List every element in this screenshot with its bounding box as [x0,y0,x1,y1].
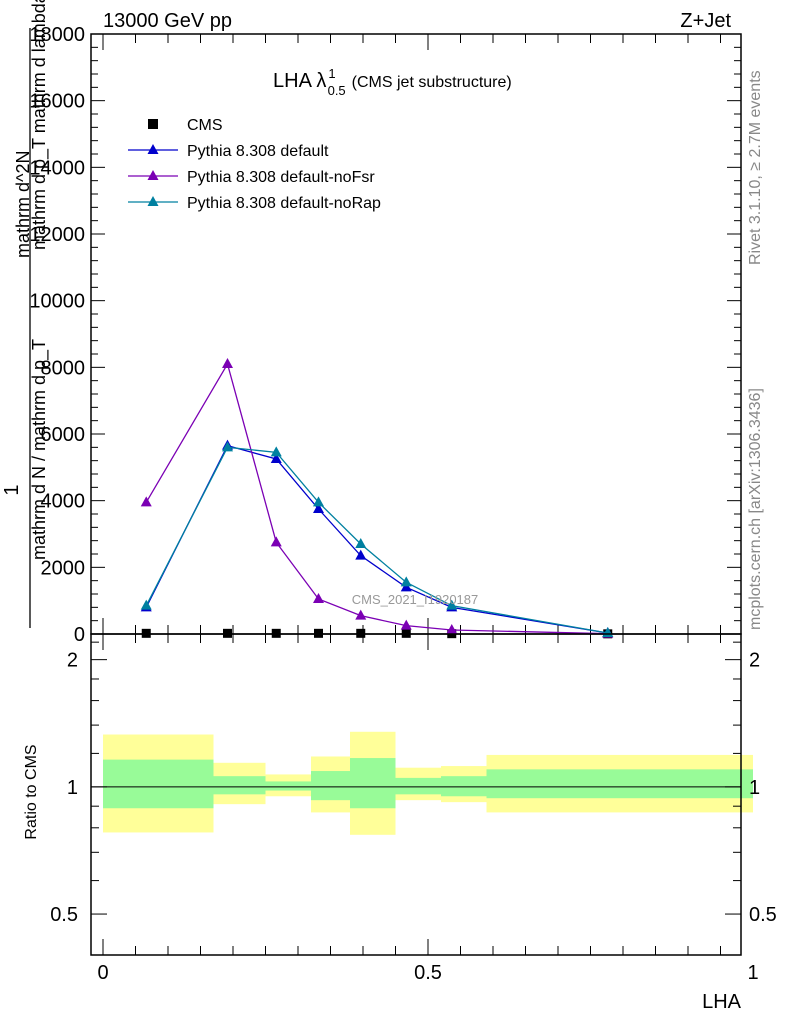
main-ytick-label: 12000 [29,224,85,246]
series-point-3 [355,538,367,548]
series-point-2 [446,624,458,634]
plot-header: 13000 GeV pp Z+Jet [103,10,731,32]
ratio-ytick-label-right: 1 [749,777,760,799]
main-ytick-label: 8000 [41,357,86,379]
series-line-2 [145,362,608,635]
legend-marker-1 [147,144,159,154]
series-point-2 [313,593,324,603]
series-point-2 [140,496,152,507]
chart-title: LHA λ 1 0.5 (CMS jet substructure) [273,66,512,98]
series-point-1 [270,453,282,463]
ratio-xtick-label: 0.5 [414,962,442,984]
ratio-ytick-label: 0.5 [50,904,78,926]
series-point-2 [222,358,233,368]
analysis-watermark: CMS_2021_I1920187 [352,592,479,607]
series-point-3 [313,496,324,507]
ratio-band-inner-5 [395,777,441,795]
legend-label-1: Pythia 8.308 default [187,143,329,160]
series-point-3 [446,599,458,610]
series-point-2 [400,619,412,630]
legend-label-0: CMS [187,117,223,134]
ratio-ytick-label-right: 0.5 [749,904,777,926]
ratio-ytick-label: 1 [67,777,78,799]
ylabel-denominator: mathrm d N / mathrm d p_T [29,339,50,560]
legend-label-3: Pythia 8.308 default-noRap [187,195,381,212]
ylabel-numerator: mathrm d^2N [13,151,33,258]
series-line-3 [145,446,608,634]
legend-marker-cms [148,119,158,129]
series-point-3 [270,446,282,457]
series-point-3 [400,576,412,587]
ratio-band-inner-4 [350,758,396,809]
main-ytick-label: 16000 [29,91,85,113]
ratio-ytick-label-right: 2 [749,650,760,672]
ratio-frame [90,633,742,956]
series-point-2 [270,536,282,547]
x-axis-label: LHA [702,991,742,1013]
ratio-band-inner-6 [441,776,487,797]
ratio-xtick-label: 1 [747,962,758,984]
main-ytick-label: 14000 [29,157,85,179]
ratio-ylabel: Ratio to CMS [23,744,40,839]
main-ylabel: 1 mathrm d N / mathrm d p_T mathrm d^2Nmat… [1,0,50,628]
main-ytick-label: 18000 [29,24,85,46]
side-labels: Rivet 3.1.10, ≥ 2.7M events mcplots.cern… [747,70,764,630]
ratio-band-inner-1 [213,776,266,795]
main-ytick-label: 0 [74,624,85,646]
legend-marker-2 [147,170,159,180]
series-point-3 [222,441,233,452]
series-point-2 [355,609,367,620]
mcplots-label: mcplots.cern.ch [arXiv:1306.3436] [747,388,764,630]
main-ytick-label: 6000 [41,424,86,446]
series-point-1 [313,503,324,513]
main-panel: 0 2000 4000 6000 8000 10000 12000 14000 16000 180… [1,0,742,646]
ratio-band-inner-0 [103,759,214,809]
ratio-xtick-label: 0 [97,962,108,984]
process-label: 13000 GeV pp [103,10,232,32]
series-point-1 [355,549,367,560]
rivet-label: Rivet 3.1.10, ≥ 2.7M events [747,70,764,265]
ratio-panel: 0 0.5 1 0.5 0.5 1 1 2 2 Ratio to CMS LHA [23,633,777,1013]
legend-marker-3 [147,196,159,206]
ratio-band-inner-2 [265,781,311,791]
ylabel-one: 1 [1,484,23,495]
main-ytick-label: 2000 [41,557,86,579]
ratio-band-inner-7 [486,769,753,799]
final-state-label: Z+Jet [680,10,731,32]
legend-label-2: Pythia 8.308 default-noFsr [187,169,375,186]
main-ytick-label: 10000 [29,291,85,313]
ratio-ytick-label: 2 [67,650,78,672]
ratio-band-inner-3 [311,771,350,801]
series-point-3 [140,599,152,610]
main-ytick-label: 4000 [41,491,86,513]
ylabel-mid: mathrm d p_T mathrm d lambda [29,0,50,250]
